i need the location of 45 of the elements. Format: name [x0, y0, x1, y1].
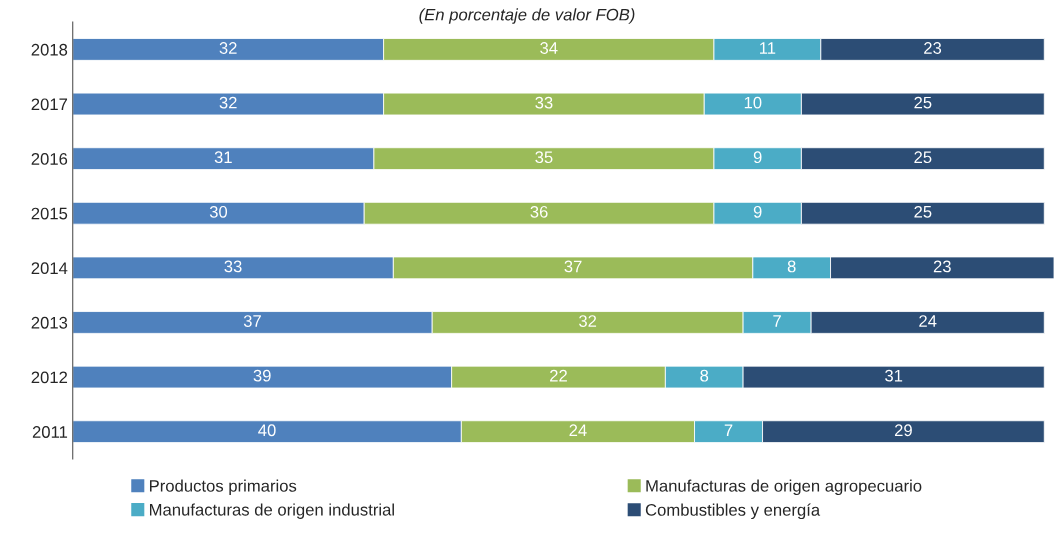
data-label: 39: [253, 369, 271, 382]
data-label: 9: [753, 151, 762, 164]
data-label: 25: [914, 205, 932, 218]
data-label: 30: [209, 205, 228, 218]
chart-subtitle: (En porcentaje de valor FOB): [419, 8, 635, 24]
data-label: 8: [700, 369, 709, 382]
data-label: 23: [924, 42, 942, 54]
data-label: 8: [787, 260, 796, 273]
data-label: 31: [885, 369, 903, 382]
data-label: 24: [569, 424, 587, 436]
y-tick-label: 2018: [31, 43, 68, 56]
data-label: 33: [535, 96, 553, 109]
data-label: 7: [773, 315, 781, 327]
data-label: 11: [760, 42, 776, 54]
data-label: 32: [219, 42, 237, 54]
y-tick-label: 2015: [31, 207, 68, 220]
y-tick-label: 2011: [32, 426, 68, 438]
data-label: 36: [530, 205, 548, 218]
data-label: 22: [550, 369, 567, 382]
legend-label: Manufacturas de origen industrial: [149, 503, 394, 519]
data-label: 37: [243, 315, 261, 327]
y-tick-label: 2012: [31, 371, 68, 384]
data-label: 37: [564, 260, 582, 273]
data-label: 7: [724, 424, 733, 436]
legend-label: Combustibles y energía: [645, 503, 821, 520]
data-label: 32: [219, 96, 237, 109]
data-label: 32: [579, 315, 597, 327]
y-tick-label: 2014: [31, 262, 68, 275]
data-label: 29: [894, 424, 912, 437]
data-label: 25: [914, 151, 932, 164]
data-label: 25: [914, 96, 932, 109]
data-label: 33: [224, 260, 242, 273]
data-label: 10: [744, 96, 762, 109]
data-label: 35: [535, 151, 553, 164]
legend-label: Manufacturas de origen agropecuario: [646, 479, 922, 496]
data-label: 31: [214, 151, 232, 164]
data-label: 34: [540, 42, 558, 54]
data-label: 24: [919, 315, 937, 327]
y-tick-label: 2016: [31, 153, 68, 165]
data-label: 40: [258, 424, 276, 437]
y-tick-label: 2013: [31, 316, 68, 329]
y-tick-label: 2017: [31, 98, 68, 111]
data-label: 9: [753, 205, 762, 218]
legend-label: Productos primarios: [149, 479, 297, 496]
data-label: 23: [933, 260, 951, 273]
